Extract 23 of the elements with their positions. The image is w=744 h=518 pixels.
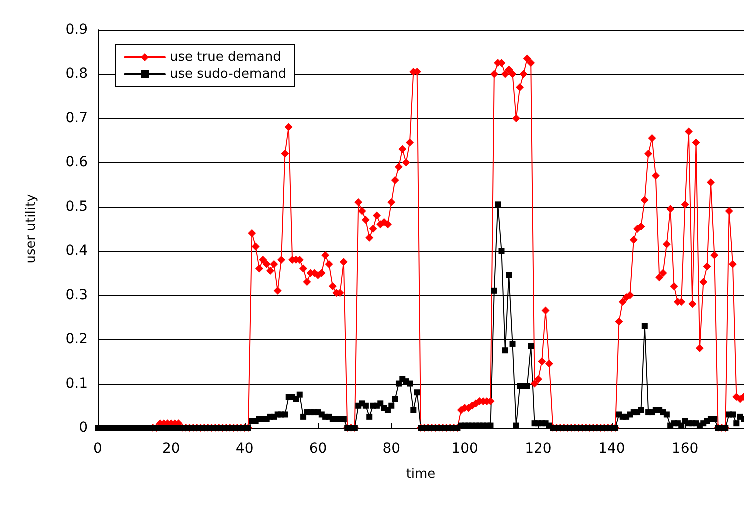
legend-label: use sudo-demand (170, 67, 287, 82)
y-tick-label: 0.2 (66, 332, 88, 348)
legend-label: use true demand (170, 50, 282, 65)
x-tick-label: 40 (236, 441, 254, 457)
x-tick-label: 80 (382, 441, 401, 457)
x-tick-label: 100 (452, 441, 478, 457)
x-tick-label: 20 (162, 441, 180, 457)
x-tick-label: 160 (672, 441, 699, 457)
y-tick-label: 0 (79, 420, 88, 436)
x-tick-label: 60 (309, 441, 328, 457)
y-tick-label: 0.9 (66, 22, 88, 38)
x-tick-label: 0 (94, 441, 102, 457)
y-tick-label: 0.6 (66, 154, 88, 171)
y-tick-label: 0.7 (66, 110, 88, 126)
y-tick-label: 0.1 (66, 376, 88, 392)
y-tick-label: 0.5 (66, 198, 88, 215)
x-axis-title: time (406, 467, 436, 482)
x-tick-label: 120 (525, 441, 552, 457)
y-tick-label: 0.8 (66, 66, 88, 82)
x-tick-label: 140 (598, 441, 626, 457)
y-axis-title: user utility (24, 194, 39, 264)
y-tick-label: 0.4 (66, 243, 88, 260)
y-tick-label: 0.3 (66, 287, 88, 304)
